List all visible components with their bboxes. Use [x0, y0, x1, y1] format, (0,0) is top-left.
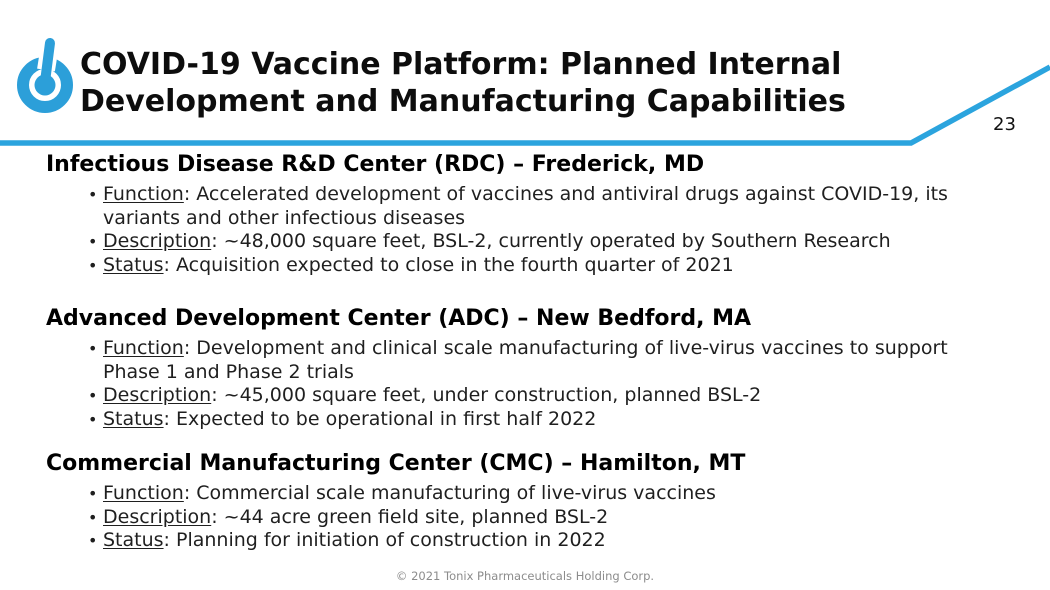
bullet-text: : Planning for initiation of constructio… [163, 529, 606, 551]
power-button-icon [17, 38, 73, 113]
bullet-item: Description: ~44 acre green field site, … [46, 506, 1006, 530]
slide-title: COVID-19 Vaccine Platform: Planned Inter… [80, 46, 1010, 120]
bullet-label: Function [103, 337, 184, 359]
bullet-item: Status: Expected to be operational in fi… [46, 408, 1006, 432]
bullet-item: Function: Development and clinical scale… [46, 337, 1006, 384]
bullet-item: Function: Commercial scale manufacturing… [46, 482, 1006, 506]
bullet-text: : ~45,000 square feet, under constructio… [211, 384, 762, 406]
bullet-label: Function [103, 482, 184, 504]
bullet-label: Status [103, 529, 164, 551]
section-cmc: Commercial Manufacturing Center (CMC) – … [46, 451, 1006, 553]
page-number: 23 [993, 114, 1016, 135]
bullet-text: : Development and clinical scale manufac… [103, 337, 948, 383]
section-heading: Infectious Disease R&D Center (RDC) – Fr… [46, 152, 705, 177]
footer-copyright: © 2021 Tonix Pharmaceuticals Holding Cor… [395, 569, 655, 583]
section-heading: Advanced Development Center (ADC) – New … [46, 306, 752, 331]
bullet-text: : ~48,000 square feet, BSL-2, currently … [211, 230, 891, 252]
slide-title-line2: Development and Manufacturing Capabiliti… [80, 84, 846, 119]
section-heading: Commercial Manufacturing Center (CMC) – … [46, 451, 746, 476]
bullet-item: Status: Planning for initiation of const… [46, 529, 1006, 553]
bullet-text: : Acquisition expected to close in the f… [163, 253, 734, 276]
bullet-item: Function: Accelerated development of vac… [46, 183, 1006, 230]
bullet-label: Description [103, 230, 212, 252]
bullet-text: : Expected to be operational in first ha… [163, 407, 597, 430]
bullet-text: : Commercial scale manufacturing of live… [183, 482, 716, 504]
bullet-label: Status [103, 407, 164, 430]
bullet-list: Function: Commercial scale manufacturing… [46, 482, 1006, 553]
bullet-list: Function: Development and clinical scale… [46, 337, 1006, 431]
bullet-text: : Accelerated development of vaccines an… [103, 183, 948, 229]
bullet-text: : ~44 acre green field site, planned BSL… [211, 505, 609, 528]
bullet-item: Description: ~48,000 square feet, BSL-2,… [46, 230, 1006, 254]
bullet-item: Description: ~45,000 square feet, under … [46, 384, 1006, 408]
bullet-label: Function [103, 183, 184, 205]
bullet-label: Description [103, 505, 212, 528]
section-rdc: Infectious Disease R&D Center (RDC) – Fr… [46, 152, 1006, 277]
bullet-label: Status [103, 253, 164, 276]
bullet-item: Status: Acquisition expected to close in… [46, 254, 1006, 278]
tonix-logo [15, 36, 87, 116]
bullet-list: Function: Accelerated development of vac… [46, 183, 1006, 277]
bullet-label: Description [103, 384, 212, 406]
slide-title-line1: COVID-19 Vaccine Platform: Planned Inter… [80, 47, 842, 82]
section-adc: Advanced Development Center (ADC) – New … [46, 306, 1006, 431]
